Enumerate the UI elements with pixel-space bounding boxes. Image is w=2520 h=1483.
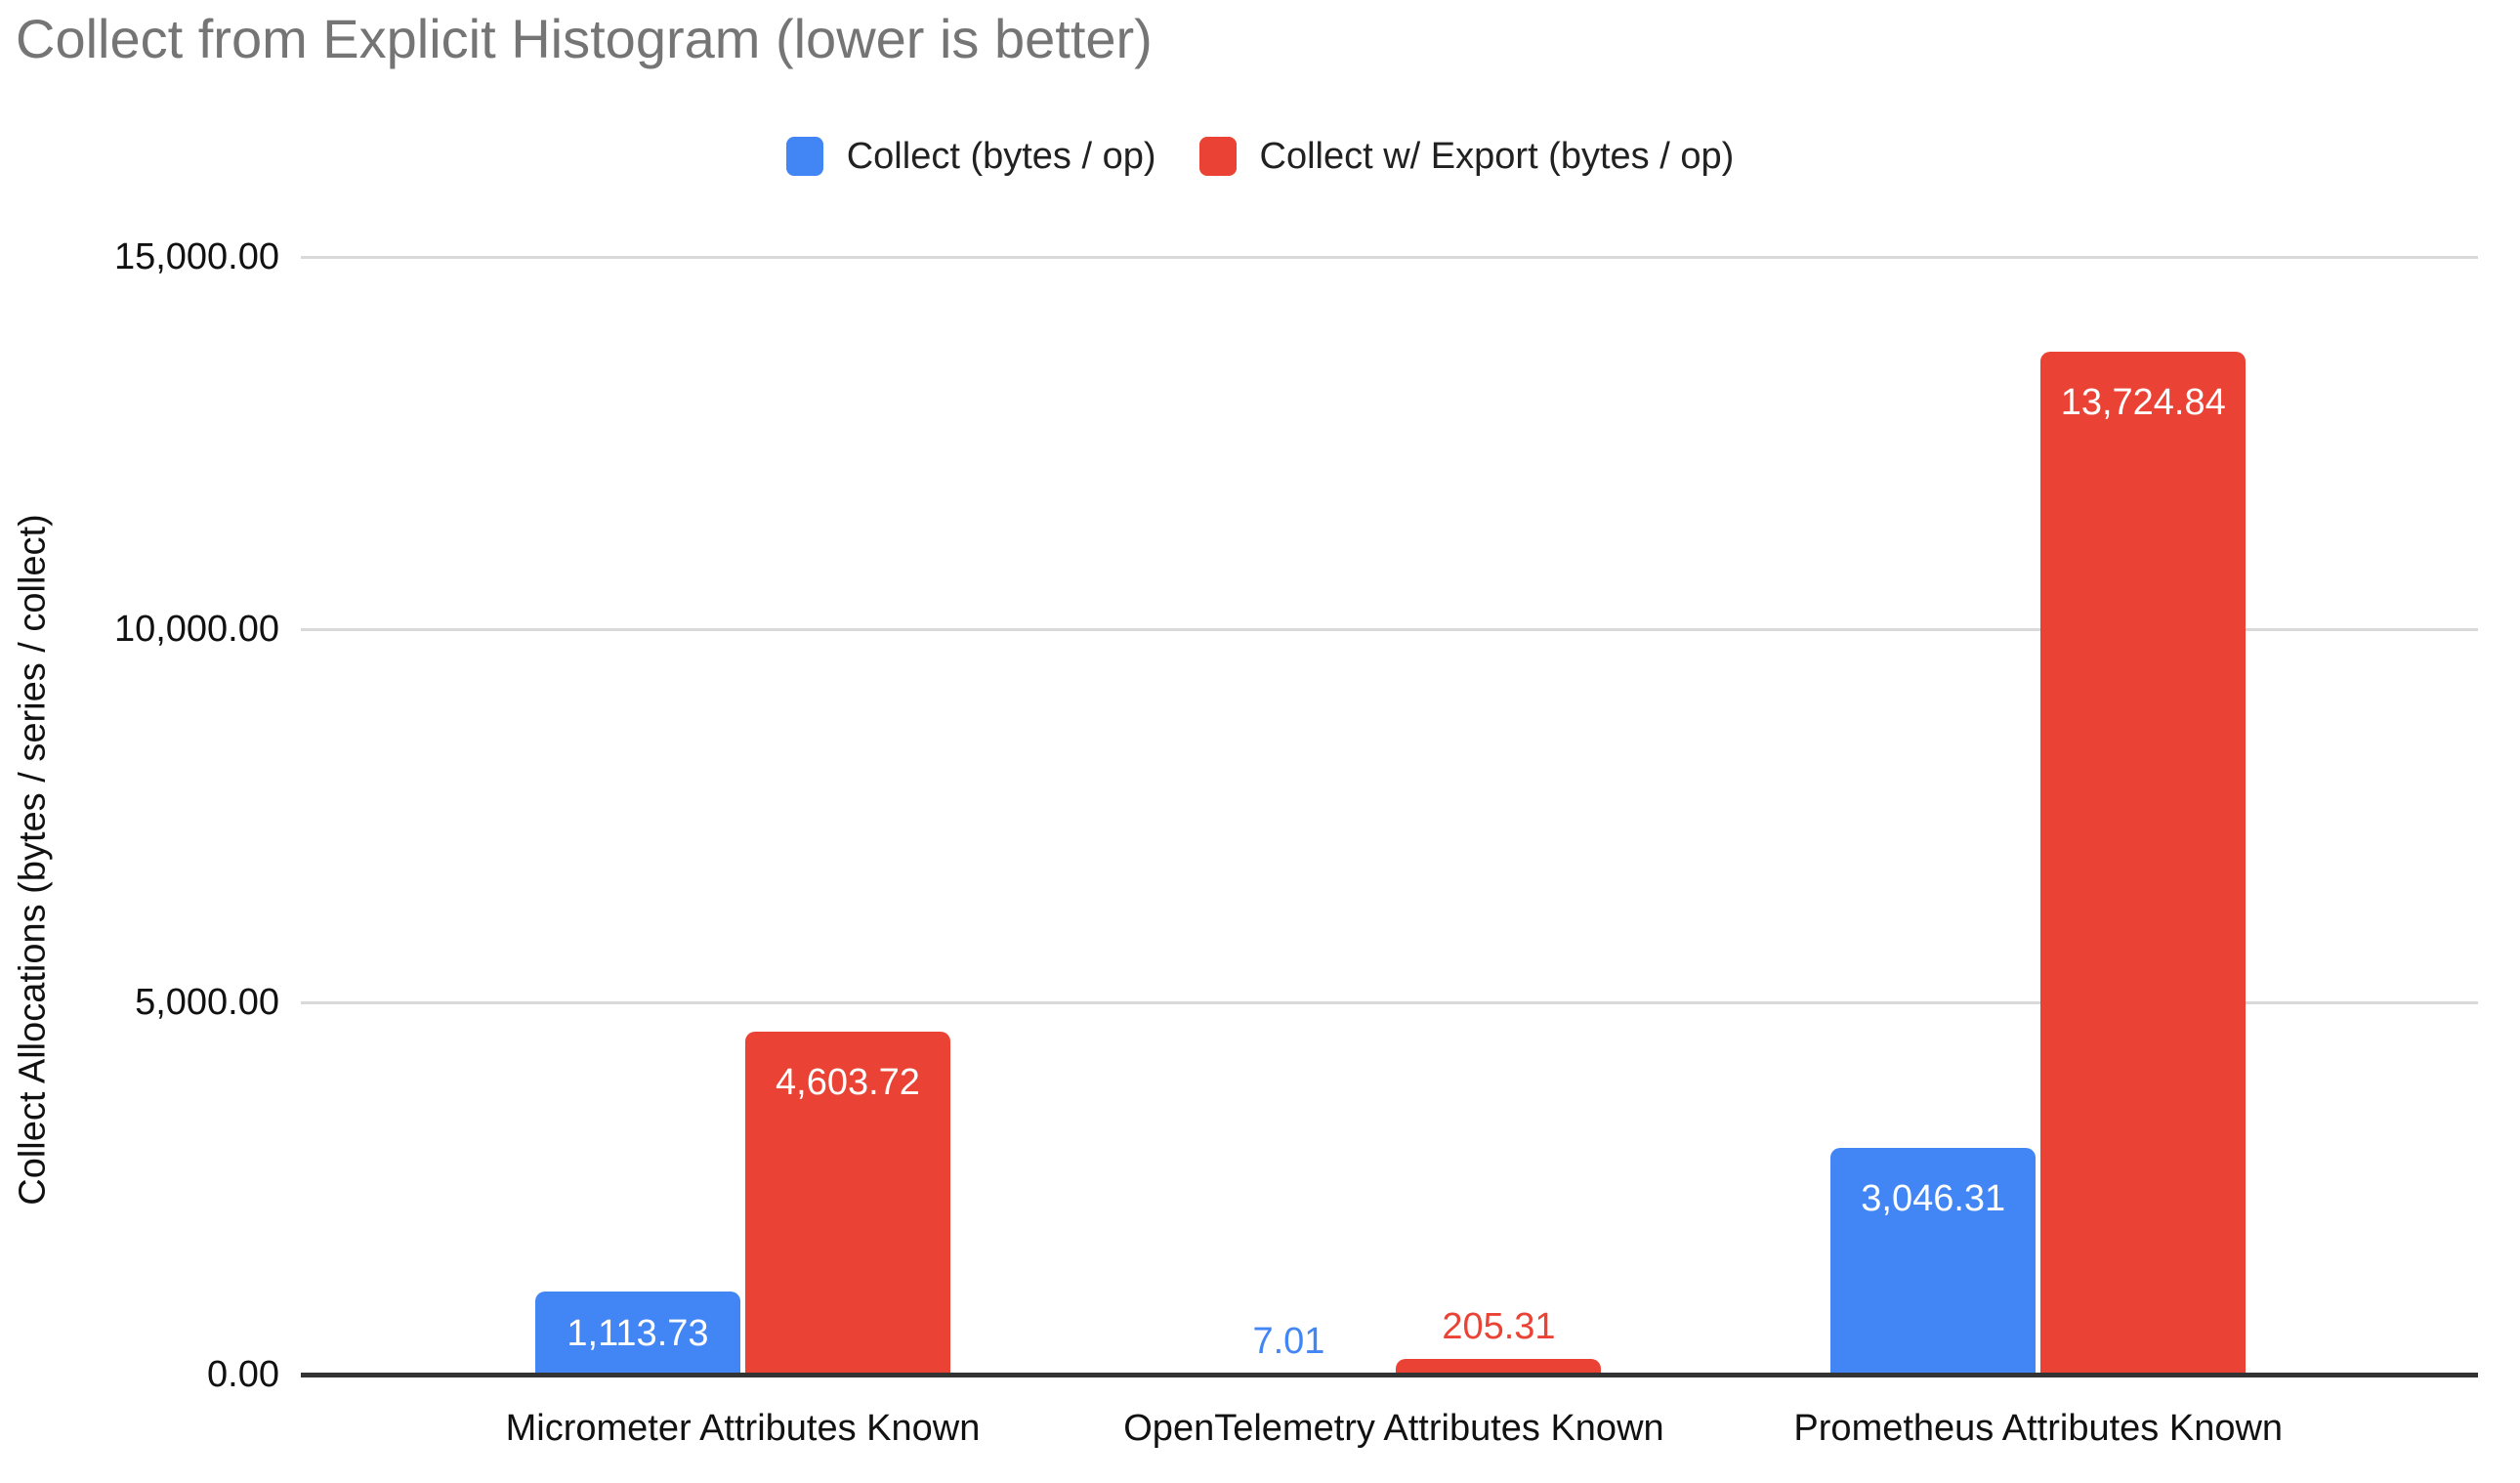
gridline	[301, 628, 2478, 632]
bar-value-label: 4,603.72	[776, 1061, 920, 1103]
legend: Collect (bytes / op) Collect w/ Export (b…	[0, 127, 2520, 186]
bar-series-1-cat-0	[744, 1031, 950, 1375]
y-tick-label: 0.00	[207, 1354, 279, 1395]
bar-value-label: 13,724.84	[2060, 382, 2226, 424]
bar-series-1-cat-1	[1396, 1359, 1602, 1375]
bar-value-label: 205.31	[1442, 1306, 1556, 1348]
category-label: Micrometer Attributes Known	[505, 1408, 981, 1449]
legend-swatch-icon	[785, 137, 823, 176]
category-label: Prometheus Attributes Known	[1793, 1408, 2284, 1449]
x-axis-baseline	[301, 1373, 2478, 1377]
legend-swatch-icon	[1198, 137, 1237, 176]
bar-value-label: 7.01	[1252, 1321, 1325, 1363]
plot-area: 1,113.73 4,603.72 7.01 205.31 3,046.31 13,724…	[301, 256, 2478, 1377]
y-tick-label: 15,000.00	[113, 236, 279, 277]
bar-series-1-cat-2	[2040, 352, 2247, 1375]
legend-label: Collect w/ Export (bytes / op)	[1259, 135, 1735, 177]
category-label: OpenTelemetry Attributes Known	[1123, 1408, 1664, 1449]
legend-item-1: Collect w/ Export (bytes / op)	[1198, 135, 1735, 178]
y-tick-label: 5,000.00	[135, 981, 279, 1023]
legend-label: Collect (bytes / op)	[846, 135, 1156, 177]
gridline	[301, 1000, 2478, 1004]
y-tick-label: 10,000.00	[113, 609, 279, 651]
bar-series-0-cat-2	[1830, 1147, 2037, 1375]
chart-title: Collect from Explicit Histogram (lower i…	[16, 8, 1153, 69]
gridline	[301, 256, 2478, 259]
bar-value-label: 1,113.73	[567, 1312, 709, 1354]
legend-item-0: Collect (bytes / op)	[785, 135, 1156, 178]
bar-value-label: 3,046.31	[1861, 1177, 2006, 1219]
bar-series-0-cat-0	[534, 1292, 740, 1375]
